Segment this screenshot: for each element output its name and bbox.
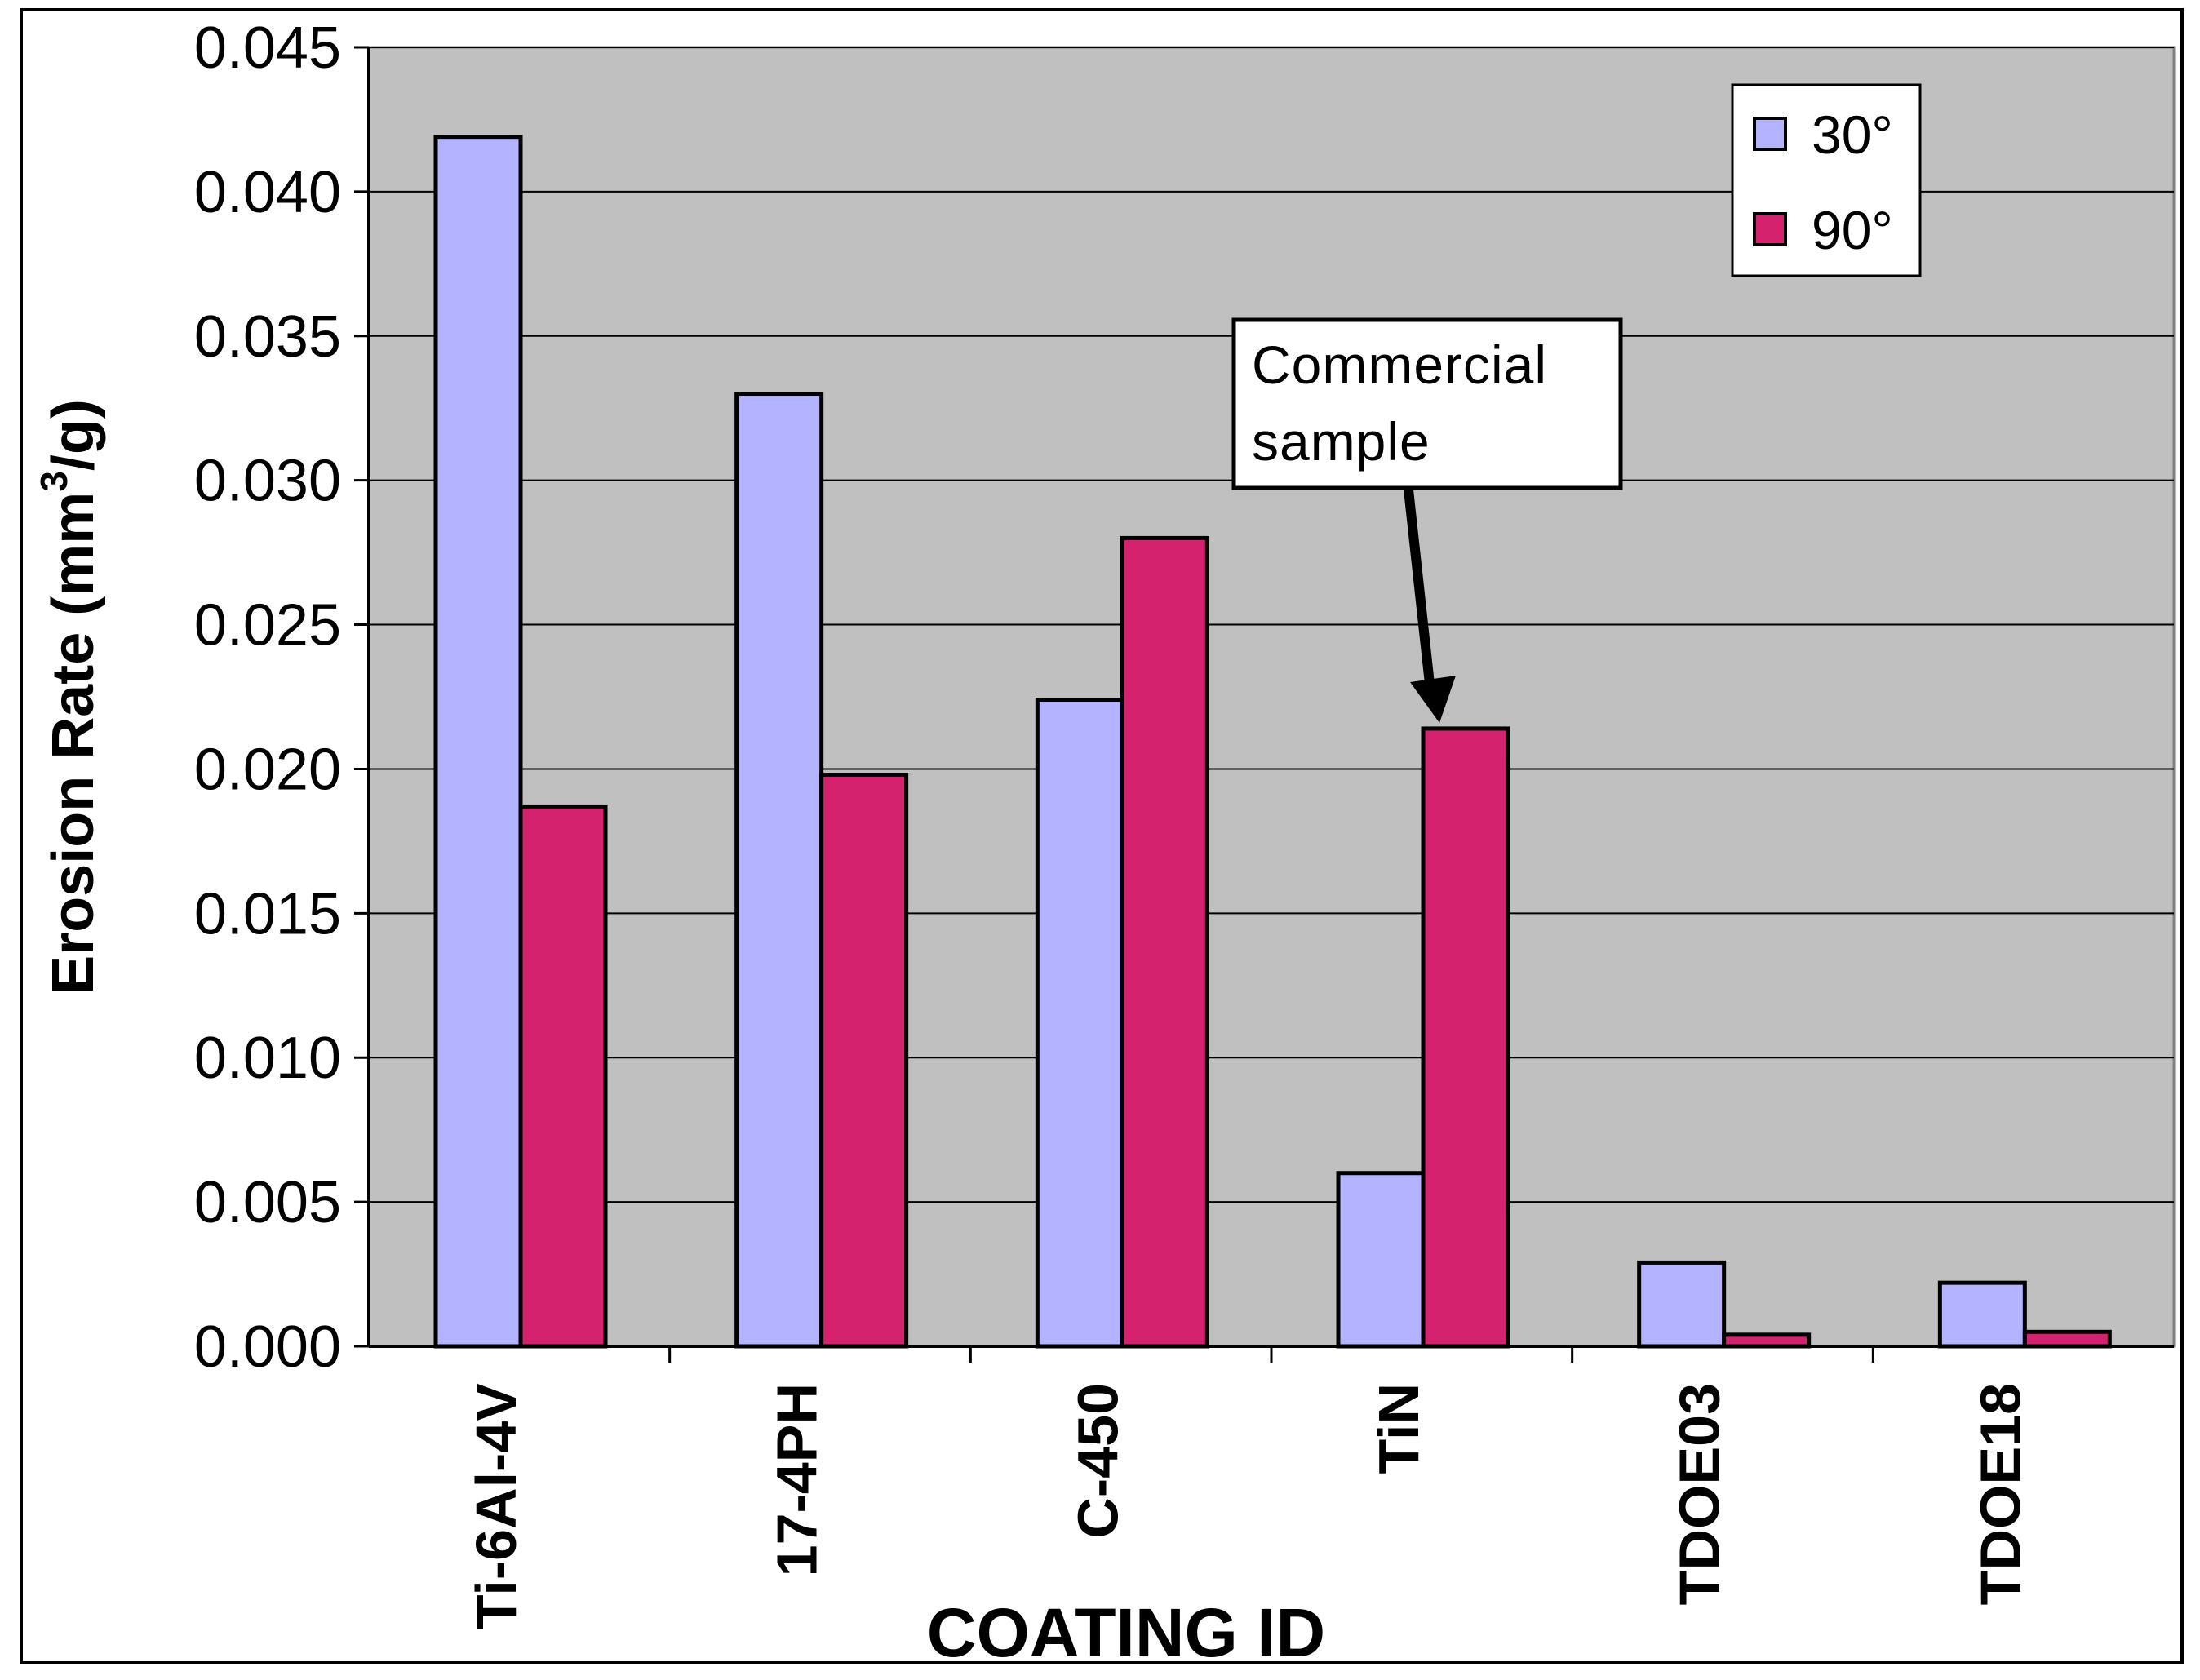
annotation-arrow-head bbox=[1410, 676, 1456, 723]
y-tick-label: 0.020 bbox=[194, 737, 341, 802]
legend-swatch-30 bbox=[1753, 117, 1787, 151]
bar-17-4PH-90° bbox=[819, 773, 909, 1349]
y-tick-label: 0.040 bbox=[194, 160, 341, 225]
y-tick-label: 0.035 bbox=[194, 304, 341, 370]
bar-TDOE03-30° bbox=[1637, 1260, 1727, 1349]
y-tick-label: 0.025 bbox=[194, 593, 341, 658]
bar-TDOE18-30° bbox=[1937, 1280, 2027, 1349]
y-tick-label: 0.045 bbox=[194, 16, 341, 81]
bars bbox=[433, 135, 2112, 1349]
y-tick-label: 0.015 bbox=[194, 881, 341, 946]
x-axis-title: COATING ID bbox=[927, 1594, 1325, 1671]
bar-C-450-90° bbox=[1120, 535, 1209, 1349]
x-tick-label: TDOE18 bbox=[1968, 1383, 2032, 1605]
annotation-arrow-shaft bbox=[1404, 489, 1435, 685]
x-tick-labels: Ti-6Al-4V 17-4PH C-450 TiN TDOE03 TDOE18 bbox=[464, 1383, 2032, 1629]
y-axis-title-suffix: /g) bbox=[41, 399, 106, 471]
bar-C-450-30° bbox=[1035, 698, 1124, 1349]
x-tick-label: TiN bbox=[1367, 1383, 1430, 1474]
x-tick-label: 17-4PH bbox=[765, 1383, 829, 1576]
y-axis-title-main: Erosion Rate (mm bbox=[41, 492, 106, 995]
y-tick-label: 0.000 bbox=[194, 1314, 341, 1380]
x-tick-label: Ti-6Al-4V bbox=[464, 1383, 528, 1629]
annotation-line-1: Commercial bbox=[1252, 335, 1547, 395]
x-tick-label: C-450 bbox=[1066, 1383, 1129, 1539]
bar-TiN-90° bbox=[1421, 726, 1510, 1349]
axes bbox=[354, 46, 2174, 1363]
legend-label-30: 30° bbox=[1812, 104, 1893, 165]
annotation-box bbox=[1231, 317, 1623, 490]
y-axis-title: Erosion Rate (mm3/g) bbox=[33, 399, 106, 995]
bar-Ti-6Al-4V-90° bbox=[518, 804, 608, 1349]
bar-TDOE03-90° bbox=[1722, 1332, 1812, 1349]
y-tick-labels: 0.000 0.005 0.010 0.015 0.020 0.025 0.030 0.035… bbox=[194, 16, 341, 1380]
y-axis-title-superscript: 3 bbox=[33, 471, 75, 492]
legend: 30° 90° bbox=[1731, 83, 1922, 277]
bar-TDOE18-90° bbox=[2022, 1329, 2112, 1349]
bar-Ti-6Al-4V-30° bbox=[433, 135, 523, 1349]
commercial-sample-annotation: Commercial sample bbox=[1231, 317, 1623, 723]
bar-TiN-30° bbox=[1336, 1171, 1426, 1349]
y-tick-label: 0.005 bbox=[194, 1170, 341, 1235]
legend-label-90: 90° bbox=[1812, 200, 1893, 260]
legend-swatch-90 bbox=[1753, 212, 1787, 246]
y-tick-label: 0.010 bbox=[194, 1026, 341, 1091]
x-tick-label: TDOE03 bbox=[1668, 1383, 1732, 1605]
bar-17-4PH-30° bbox=[734, 392, 824, 1349]
y-tick-label: 0.030 bbox=[194, 449, 341, 514]
annotation-line-2: sample bbox=[1252, 411, 1430, 472]
